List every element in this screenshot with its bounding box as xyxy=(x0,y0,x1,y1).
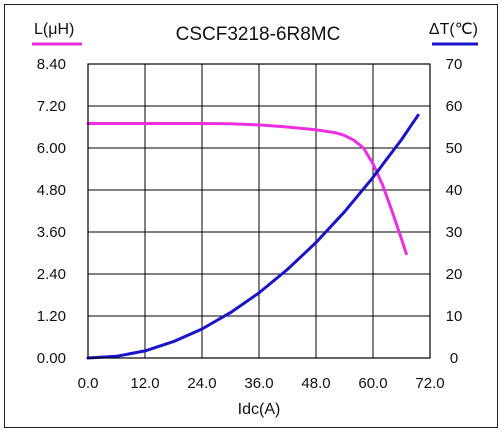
chart-title: CSCF3218-6R8MC xyxy=(176,24,341,45)
y-left-tick-label: 2.40 xyxy=(37,266,66,283)
x-tick-label: 36.0 xyxy=(244,375,273,392)
series-group xyxy=(86,113,420,360)
tick-labels: 0.0 12.0 24.0 36.0 48.0 60.0 72.0 0.00 1.20 2.40 3… xyxy=(37,56,463,392)
y-left-tick-label: 7.20 xyxy=(37,98,66,115)
y-right-tick-label: 20 xyxy=(446,266,463,283)
left-axis-label: L(μH) xyxy=(34,21,74,38)
inductance-line xyxy=(86,122,408,256)
y-left-tick-label: 3.60 xyxy=(37,224,66,241)
x-axis-label: Idc(A) xyxy=(238,401,281,418)
x-tick-label: 48.0 xyxy=(301,375,330,392)
x-tick-label: 60.0 xyxy=(358,375,387,392)
temperature-rise-line xyxy=(86,113,420,360)
y-right-tick-label: 40 xyxy=(446,182,463,199)
y-right-tick-label: 50 xyxy=(446,140,463,157)
y-left-tick-label: 0.00 xyxy=(37,350,66,367)
y-right-tick-label: 10 xyxy=(446,308,463,325)
right-axis-label: ΔT(℃) xyxy=(429,21,478,38)
chart-frame xyxy=(4,4,498,428)
y-left-tick-label: 8.40 xyxy=(37,56,66,73)
x-tick-label: 0.0 xyxy=(78,375,99,392)
y-left-tick-label: 4.80 xyxy=(37,182,66,199)
y-right-tick-label: 30 xyxy=(446,224,463,241)
y-right-tick-label: 0 xyxy=(450,350,458,367)
x-tick-label: 24.0 xyxy=(187,375,216,392)
y-left-tick-label: 1.20 xyxy=(37,308,66,325)
grid xyxy=(88,64,430,358)
y-right-tick-label: 60 xyxy=(446,98,463,115)
y-left-tick-label: 6.00 xyxy=(37,140,66,157)
x-tick-label: 12.0 xyxy=(130,375,159,392)
plot-area-border xyxy=(87,63,431,359)
x-tick-label: 72.0 xyxy=(415,375,444,392)
y-right-tick-label: 70 xyxy=(446,56,463,73)
